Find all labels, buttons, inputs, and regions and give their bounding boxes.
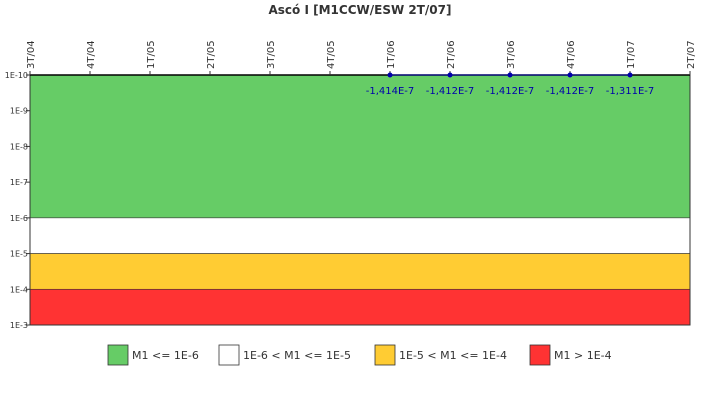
- y-tick-label: 1E-4: [10, 285, 28, 294]
- x-tick-label: 4T/06: [566, 40, 577, 69]
- y-tick-label: 1E-6: [10, 214, 28, 223]
- x-tick-label: 3T/04: [26, 40, 37, 69]
- value-label: -1,412E-7: [426, 86, 475, 97]
- legend-swatch: [218, 344, 240, 366]
- x-tick-label: 3T/05: [266, 40, 277, 69]
- value-label: -1,414E-7: [366, 86, 415, 97]
- x-tick-label: 1T/05: [146, 40, 157, 69]
- x-tick-label: 1T/07: [626, 40, 637, 69]
- legend-label: M1 <= 1E-6: [132, 349, 199, 362]
- y-tick-label: 1E-8: [10, 142, 28, 151]
- band: [29, 217, 691, 254]
- x-tick-label: 1T/06: [386, 40, 397, 69]
- y-tick-label: 1E-3: [10, 321, 28, 330]
- y-tick-label: 1E-9: [10, 107, 28, 116]
- x-tick-label: 2T/05: [206, 40, 217, 69]
- x-tick-label: 3T/06: [506, 40, 517, 69]
- legend-label: M1 > 1E-4: [554, 349, 612, 362]
- legend-label: 1E-5 < M1 <= 1E-4: [399, 349, 507, 362]
- x-tick-label: 2T/06: [446, 40, 457, 69]
- y-tick-label: 1E-10: [5, 71, 28, 80]
- band: [29, 253, 691, 290]
- legend-swatch: [529, 344, 551, 366]
- legend-label: 1E-6 < M1 <= 1E-5: [243, 349, 351, 362]
- band: [29, 288, 691, 326]
- legend-swatch: [107, 344, 129, 366]
- value-label: -1,311E-7: [606, 86, 655, 97]
- x-tick-label: 2T/07: [686, 40, 697, 69]
- legend-swatch: [374, 344, 396, 366]
- x-tick-label: 4T/04: [86, 40, 97, 69]
- band: [29, 74, 691, 219]
- y-tick-label: 1E-7: [10, 178, 28, 187]
- value-label: -1,412E-7: [486, 86, 535, 97]
- y-tick-label: 1E-5: [10, 250, 28, 259]
- value-label: -1,412E-7: [546, 86, 595, 97]
- chart-title: Ascó I [M1CCW/ESW 2T/07]: [269, 3, 452, 17]
- x-tick-label: 4T/05: [326, 40, 337, 69]
